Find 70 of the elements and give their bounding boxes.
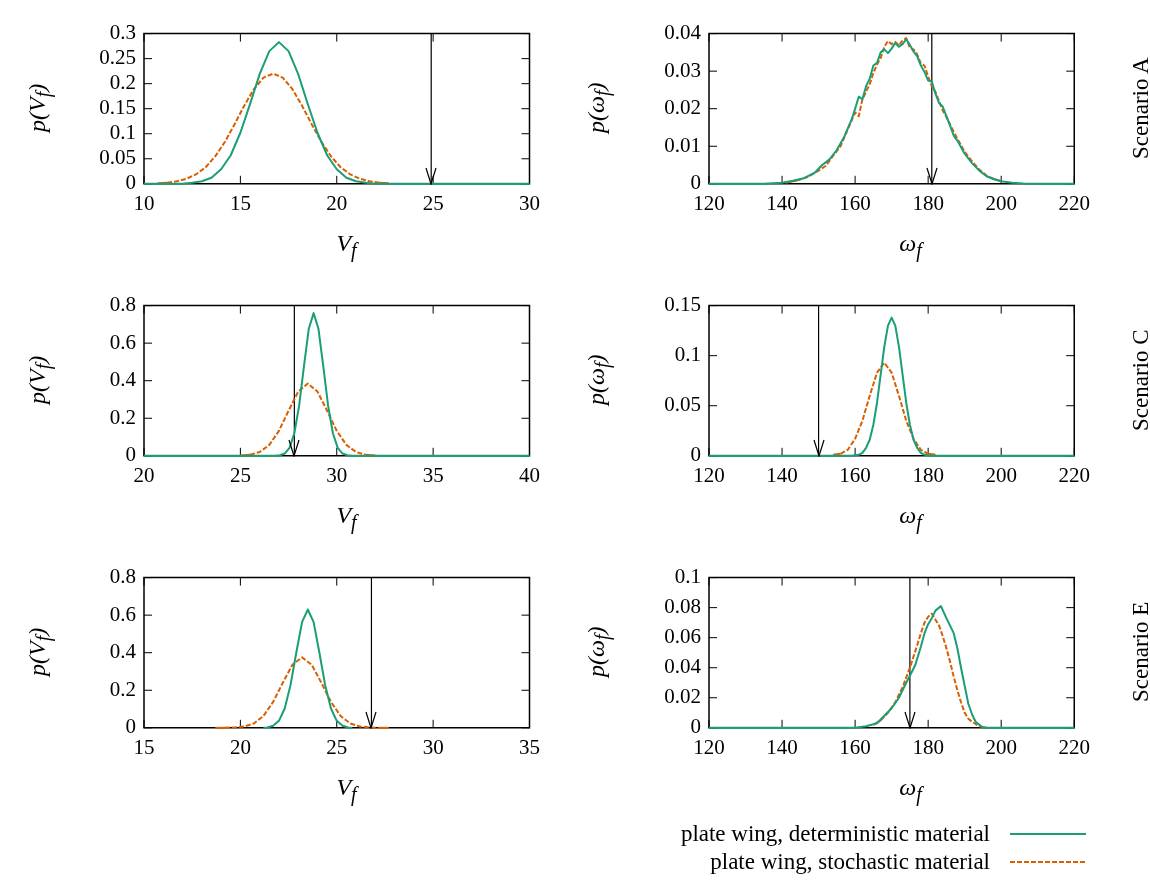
y-tick-label: 0.02 bbox=[664, 95, 701, 120]
x-tick-label: 160 bbox=[839, 190, 871, 215]
x-axis-title: ω$_{f}$ bbox=[898, 502, 925, 534]
y-tick-label: 0.08 bbox=[664, 594, 701, 619]
y-tick-label: 0.05 bbox=[664, 392, 701, 417]
y-tick-label: 0.2 bbox=[109, 70, 136, 95]
y-tick-label: 0.02 bbox=[664, 684, 701, 709]
x-tick-label: 30 bbox=[519, 190, 540, 215]
x-tick-label: 180 bbox=[912, 734, 944, 759]
x-axis-title: ω$_{f}$ bbox=[898, 774, 925, 806]
y-tick-label: 0.01 bbox=[664, 132, 701, 157]
x-tick-label: 20 bbox=[229, 734, 251, 759]
y-tick-label: 0.6 bbox=[109, 329, 136, 354]
y-tick-label: 0.2 bbox=[109, 404, 136, 429]
legend-label: plate wing, deterministic material bbox=[680, 821, 990, 847]
x-axis-title: ω$_{f}$ bbox=[898, 230, 925, 262]
x-tick-label: 200 bbox=[985, 190, 1017, 215]
x-tick-label: 180 bbox=[912, 190, 944, 215]
y-tick-label: 0.04 bbox=[664, 20, 702, 45]
legend-label: plate wing, stochastic material bbox=[710, 849, 990, 875]
y-tick-label: 0.15 bbox=[99, 95, 136, 120]
x-axis-title: V$_{f}$ bbox=[335, 502, 360, 534]
y-tick-label: 0.03 bbox=[664, 57, 701, 82]
x-tick-label: 160 bbox=[839, 734, 871, 759]
x-tick-label: 10 bbox=[133, 190, 155, 215]
x-tick-label: 30 bbox=[422, 734, 444, 759]
x-axis-title: V$_{f}$ bbox=[335, 230, 360, 262]
y-tick-label: 0.2 bbox=[109, 676, 136, 701]
x-tick-label: 25 bbox=[422, 190, 444, 215]
x-tick-label: 25 bbox=[229, 462, 251, 487]
x-tick-label: 220 bbox=[1058, 462, 1090, 487]
x-tick-label: 140 bbox=[766, 190, 798, 215]
text: Scenario E bbox=[1128, 600, 1150, 705]
y-tick-label: 0.8 bbox=[109, 564, 136, 589]
y-tick-label: 0 bbox=[125, 170, 136, 195]
x-tick-label: 180 bbox=[912, 462, 944, 487]
x-tick-label: 20 bbox=[133, 462, 155, 487]
y-tick-label: 0.3 bbox=[109, 20, 136, 45]
x-tick-label: 15 bbox=[133, 734, 155, 759]
y-tick-label: 0.05 bbox=[99, 145, 136, 170]
y-tick-label: 0.1 bbox=[109, 120, 136, 145]
y-tick-label: 0.4 bbox=[109, 639, 137, 664]
y-tick-label: 0.4 bbox=[109, 367, 137, 392]
y-tick-label: 0 bbox=[125, 714, 136, 739]
x-tick-label: 220 bbox=[1058, 734, 1090, 759]
y-tick-label: 0.15 bbox=[664, 292, 701, 317]
y-tick-label: 0.6 bbox=[109, 601, 136, 626]
x-tick-label: 140 bbox=[766, 462, 798, 487]
x-tick-label: 200 bbox=[985, 734, 1017, 759]
y-tick-label: 0.06 bbox=[664, 624, 701, 649]
y-tick-label: 0.1 bbox=[674, 564, 701, 589]
x-axis-title: V$_{f}$ bbox=[335, 774, 360, 806]
y-tick-label: 0.8 bbox=[109, 292, 136, 317]
x-tick-label: 20 bbox=[326, 190, 348, 215]
x-tick-label: 200 bbox=[985, 462, 1017, 487]
y-tick-label: 0 bbox=[125, 442, 136, 467]
x-tick-label: 35 bbox=[422, 462, 444, 487]
x-tick-label: 160 bbox=[839, 462, 871, 487]
x-tick-label: 140 bbox=[766, 734, 798, 759]
x-tick-label: 220 bbox=[1058, 190, 1090, 215]
x-tick-label: 35 bbox=[519, 734, 540, 759]
x-tick-label: 15 bbox=[229, 190, 251, 215]
y-tick-label: 0.04 bbox=[664, 654, 702, 679]
y-tick-label: 0.25 bbox=[99, 45, 136, 70]
text: Scenario C bbox=[1128, 328, 1150, 433]
x-tick-label: 40 bbox=[519, 462, 540, 487]
x-tick-label: 25 bbox=[326, 734, 348, 759]
text: Scenario A bbox=[1128, 56, 1150, 161]
x-tick-label: 30 bbox=[326, 462, 348, 487]
y-tick-label: 0.1 bbox=[674, 342, 701, 367]
